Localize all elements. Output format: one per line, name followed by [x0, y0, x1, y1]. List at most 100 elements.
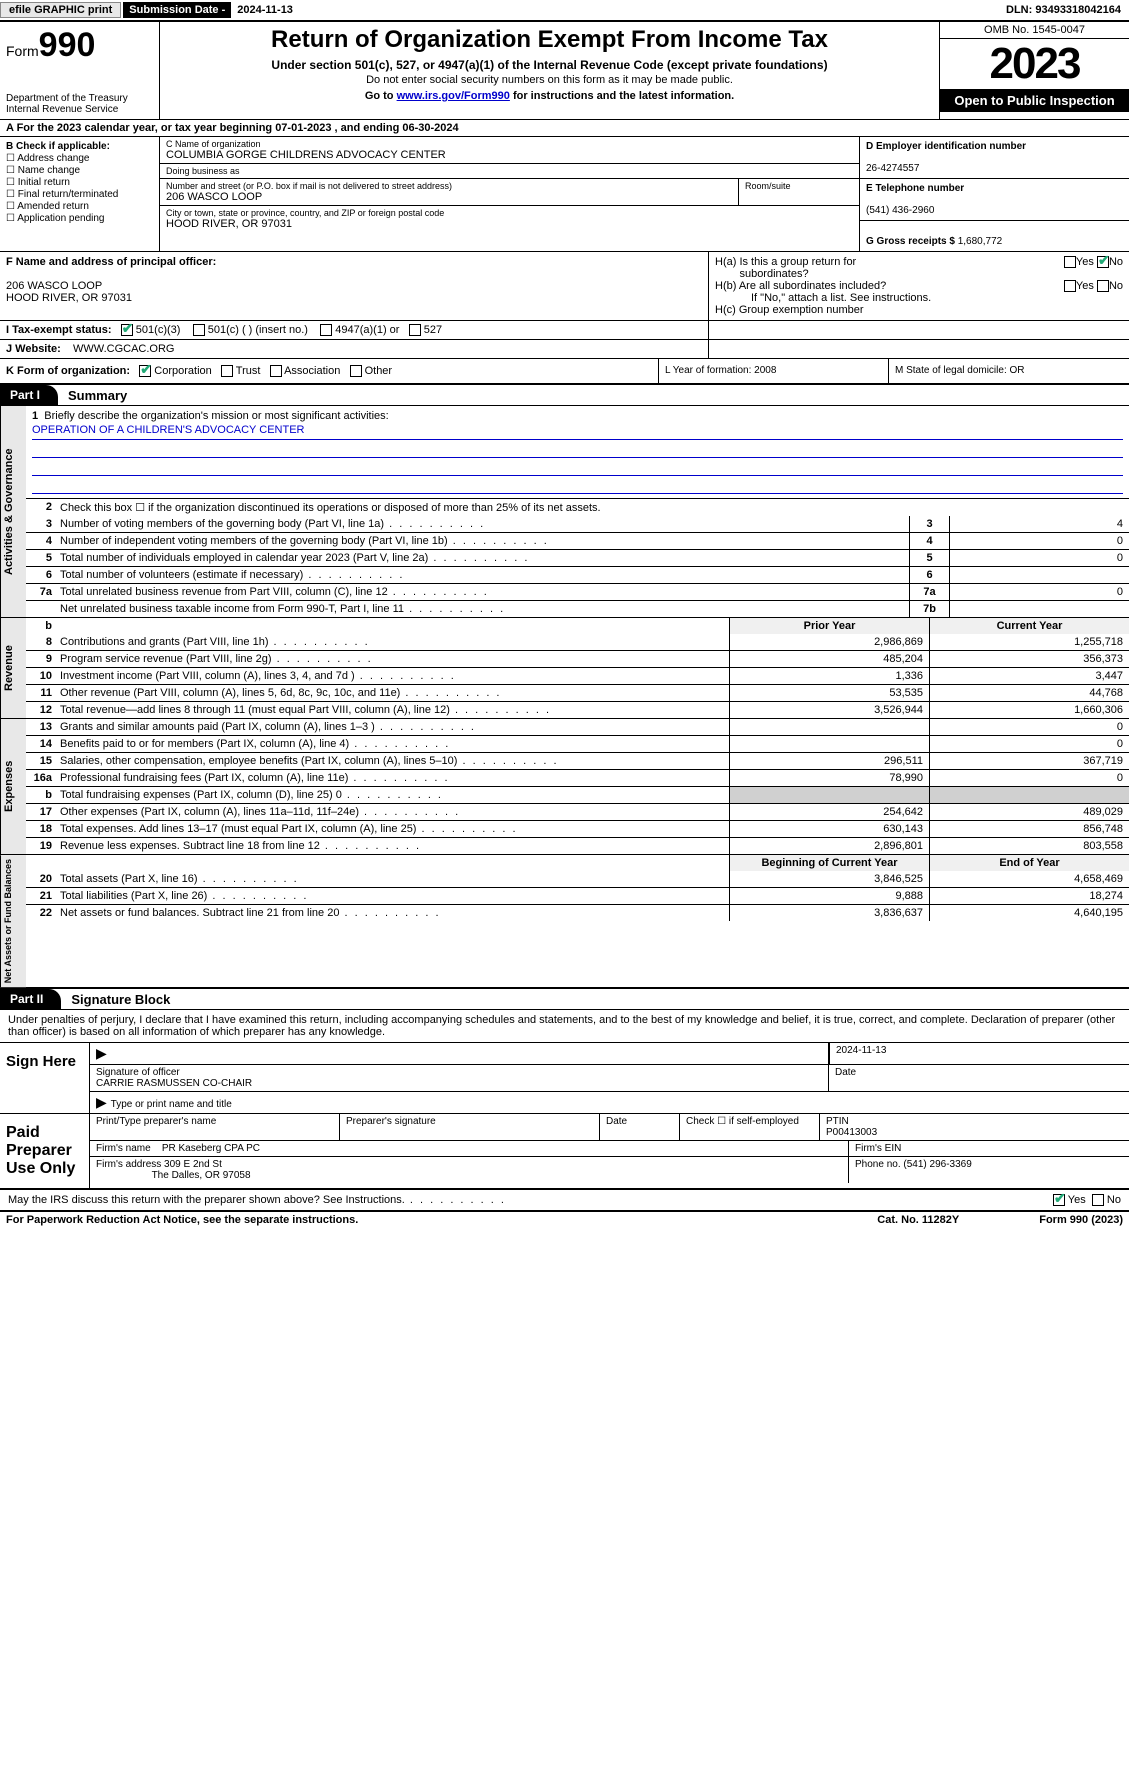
summary-line: 3Number of voting members of the governi…: [26, 516, 1129, 532]
form-subtitle-2: Do not enter social security numbers on …: [168, 74, 931, 86]
tax-year-range: A For the 2023 calendar year, or tax yea…: [0, 120, 1129, 137]
current-year-header: Current Year: [929, 618, 1129, 634]
tax-year: 2023: [940, 39, 1129, 89]
chk-amended-return[interactable]: Amended return: [6, 201, 153, 212]
revenue-section: Revenue b Prior Year Current Year 8Contr…: [0, 618, 1129, 719]
mission-label: Briefly describe the organization's miss…: [44, 410, 388, 422]
chk-4947[interactable]: [320, 324, 332, 336]
chk-assoc[interactable]: [270, 365, 282, 377]
submission-date-value: 2024-11-13: [231, 2, 299, 18]
firm-addr2: The Dalles, OR 97058: [152, 1170, 251, 1181]
paid-preparer-block: Paid Preparer Use Only Print/Type prepar…: [0, 1114, 1129, 1189]
irs-link[interactable]: www.irs.gov/Form990: [397, 90, 510, 102]
org-name-label: C Name of organization: [166, 139, 853, 149]
city-value: HOOD RIVER, OR 97031: [166, 218, 853, 230]
hb-no[interactable]: [1097, 280, 1109, 292]
self-employed-check[interactable]: Check ☐ if self-employed: [680, 1114, 820, 1140]
hb-note: If "No," attach a list. See instructions…: [715, 292, 1123, 304]
ha-no[interactable]: [1097, 256, 1109, 268]
officer-label: F Name and address of principal officer:: [6, 256, 216, 268]
street-value: 206 WASCO LOOP: [166, 191, 732, 203]
city-label: City or town, state or province, country…: [166, 208, 853, 218]
preparer-name-label: Print/Type preparer's name: [90, 1114, 340, 1140]
form-number: Form990: [6, 26, 153, 65]
sign-here-label: Sign Here: [0, 1043, 90, 1113]
summary-line: 7aTotal unrelated business revenue from …: [26, 583, 1129, 600]
end-year-header: End of Year: [929, 855, 1129, 871]
summary-line: 12Total revenue—add lines 8 through 11 (…: [26, 701, 1129, 718]
revenue-label: Revenue: [0, 618, 26, 718]
part2-header: Part II Signature Block: [0, 989, 1129, 1010]
form-org-row: K Form of organization: Corporation Trus…: [0, 359, 1129, 385]
chk-name-change[interactable]: Name change: [6, 165, 153, 176]
hb-yes[interactable]: [1064, 280, 1076, 292]
summary-line: 6Total number of volunteers (estimate if…: [26, 566, 1129, 583]
officer-group-block: F Name and address of principal officer:…: [0, 252, 1129, 321]
chk-address-change[interactable]: Address change: [6, 153, 153, 164]
type-name-label: Type or print name and title: [90, 1092, 1129, 1113]
summary-line: 5Total number of individuals employed in…: [26, 549, 1129, 566]
chk-trust[interactable]: [221, 365, 233, 377]
tax-status-row: I Tax-exempt status: 501(c)(3) 501(c) ( …: [0, 321, 1129, 340]
discuss-yes[interactable]: [1053, 1194, 1065, 1206]
open-public-badge: Open to Public Inspection: [940, 89, 1129, 112]
governance-section: Activities & Governance 1 Briefly descri…: [0, 406, 1129, 618]
state-domicile: M State of legal domicile: OR: [889, 359, 1129, 383]
chk-corp[interactable]: [139, 365, 151, 377]
officer-addr1: 206 WASCO LOOP: [6, 280, 102, 292]
ein-value: 26-4274557: [866, 163, 919, 174]
summary-line: 17Other expenses (Part IX, column (A), l…: [26, 803, 1129, 820]
form-header: Form990 Department of the Treasury Inter…: [0, 22, 1129, 120]
ein-label: D Employer identification number: [866, 141, 1026, 152]
firm-ein-label: Firm's EIN: [849, 1141, 1129, 1156]
chk-501c[interactable]: [193, 324, 205, 336]
chk-other[interactable]: [350, 365, 362, 377]
omb-number: OMB No. 1545-0047: [940, 22, 1129, 39]
dln: DLN: 93493318042164: [1006, 4, 1129, 16]
ha-yes[interactable]: [1064, 256, 1076, 268]
catalog-number: Cat. No. 11282Y: [877, 1214, 959, 1226]
gross-value: 1,680,772: [958, 236, 1003, 247]
room-suite-label: Room/suite: [739, 179, 859, 205]
summary-line: 13Grants and similar amounts paid (Part …: [26, 719, 1129, 735]
website-row: J Website: WWW.CGCAC.ORG: [0, 340, 1129, 359]
chk-final-return[interactable]: Final return/terminated: [6, 189, 153, 200]
net-assets-label: Net Assets or Fund Balances: [0, 855, 26, 987]
summary-line: 20Total assets (Part X, line 16)3,846,52…: [26, 871, 1129, 887]
efile-print-button[interactable]: efile GRAPHIC print: [0, 2, 121, 18]
chk-501c3[interactable]: [121, 324, 133, 336]
begin-year-header: Beginning of Current Year: [729, 855, 929, 871]
summary-line: 8Contributions and grants (Part VIII, li…: [26, 634, 1129, 650]
summary-line: 11Other revenue (Part VIII, column (A), …: [26, 684, 1129, 701]
ha-label: H(a) Is this a group return for: [715, 256, 856, 268]
firm-phone: (541) 296-3369: [903, 1159, 971, 1170]
preparer-sig-label: Preparer's signature: [340, 1114, 600, 1140]
sign-here-block: Sign Here 2024-11-13 Signature of office…: [0, 1043, 1129, 1114]
officer-addr2: HOOD RIVER, OR 97031: [6, 292, 132, 304]
chk-initial-return[interactable]: Initial return: [6, 177, 153, 188]
summary-line: 19Revenue less expenses. Subtract line 1…: [26, 837, 1129, 854]
discuss-row: May the IRS discuss this return with the…: [0, 1189, 1129, 1210]
chk-527[interactable]: [409, 324, 421, 336]
signature-declaration: Under penalties of perjury, I declare th…: [0, 1010, 1129, 1043]
expenses-section: Expenses 13Grants and similar amounts pa…: [0, 719, 1129, 855]
summary-line: 9Program service revenue (Part VIII, lin…: [26, 650, 1129, 667]
summary-line: 4Number of independent voting members of…: [26, 532, 1129, 549]
governance-label: Activities & Governance: [0, 406, 26, 617]
paid-preparer-label: Paid Preparer Use Only: [0, 1114, 90, 1188]
org-name: COLUMBIA GORGE CHILDRENS ADVOCACY CENTER: [166, 149, 853, 161]
preparer-date-label: Date: [600, 1114, 680, 1140]
officer-sig-label: Signature of officer: [96, 1067, 180, 1078]
net-assets-section: Net Assets or Fund Balances Beginning of…: [0, 855, 1129, 989]
gross-label: G Gross receipts $: [866, 236, 955, 247]
summary-line: 10Investment income (Part VIII, column (…: [26, 667, 1129, 684]
paperwork-notice: For Paperwork Reduction Act Notice, see …: [6, 1214, 358, 1226]
discuss-no[interactable]: [1092, 1194, 1104, 1206]
form-subtitle-1: Under section 501(c), 527, or 4947(a)(1)…: [168, 58, 931, 72]
summary-line: 16aProfessional fundraising fees (Part I…: [26, 769, 1129, 786]
chk-application-pending[interactable]: Application pending: [6, 213, 153, 224]
summary-line: 18Total expenses. Add lines 13–17 (must …: [26, 820, 1129, 837]
summary-line: 22Net assets or fund balances. Subtract …: [26, 904, 1129, 921]
org-info-block: B Check if applicable: Address change Na…: [0, 137, 1129, 252]
firm-addr1: 309 E 2nd St: [164, 1159, 222, 1170]
